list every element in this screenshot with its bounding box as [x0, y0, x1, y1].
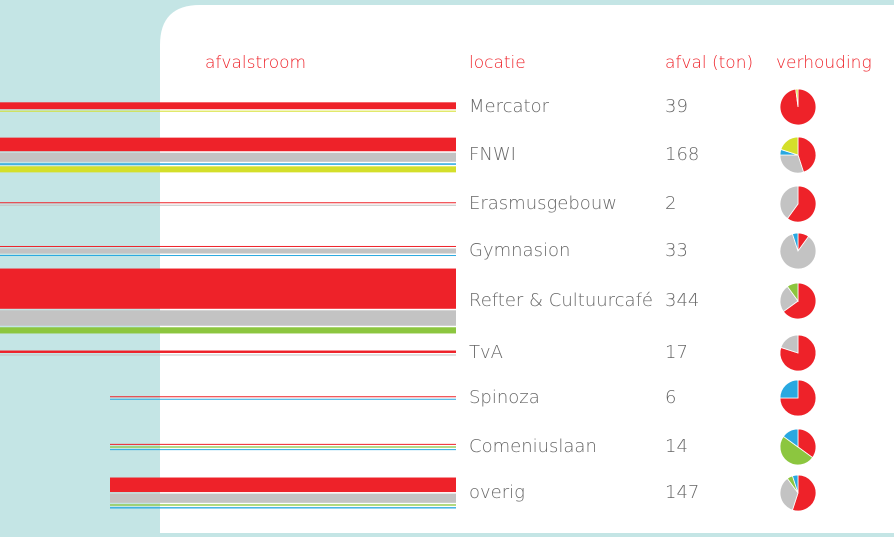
tons: 14 [665, 436, 688, 457]
location: Refter & Cultuurcafé [469, 290, 653, 311]
pie-slice [791, 474, 799, 494]
pie-slice [779, 185, 799, 220]
tons: 168 [665, 144, 699, 165]
pie-slice [779, 435, 814, 466]
tons: 17 [665, 342, 688, 363]
pie-slice [791, 232, 799, 252]
column-header: locatie [469, 53, 526, 73]
flow-line [0, 245, 456, 247]
location: TvA [469, 342, 503, 363]
location: Gymnasion [469, 240, 570, 261]
flow-line [0, 354, 456, 356]
pie-slice [779, 477, 799, 511]
tons: 33 [665, 240, 688, 261]
location: overig [469, 482, 525, 503]
pie-slice [780, 136, 799, 156]
flow-line [110, 443, 456, 445]
flow-line [0, 163, 456, 165]
pie-slice [779, 379, 799, 399]
flow-line [0, 137, 456, 152]
pie-slice [795, 88, 799, 108]
location: Erasmusgebouw [469, 193, 617, 214]
flow-line [0, 166, 456, 173]
flow-line [0, 350, 456, 353]
pie-slice [786, 185, 817, 223]
pie-slice [779, 233, 817, 270]
flow-line [0, 248, 456, 254]
location: Mercator [469, 96, 550, 117]
flow-line [0, 310, 456, 326]
pie-slice [797, 136, 817, 173]
flow-line [110, 507, 456, 509]
flow-line [0, 152, 456, 162]
flow-line [110, 493, 456, 503]
pie-slice [782, 428, 799, 448]
pie-slice [786, 282, 799, 303]
pie-slice [797, 428, 817, 459]
flow-line [0, 102, 456, 110]
flow-line [110, 398, 456, 400]
flow-line [110, 446, 456, 448]
tons: 39 [665, 96, 688, 117]
flow-line [0, 110, 456, 112]
column-header: verhouding [776, 53, 872, 73]
panel [160, 5, 894, 533]
flow-line [110, 449, 456, 451]
flow-line [110, 396, 456, 398]
column-header: afvalstroom [205, 53, 306, 73]
tons: 344 [665, 290, 699, 311]
tons: 2 [665, 193, 676, 214]
location: Spinoza [469, 387, 540, 408]
location: FNWI [469, 144, 516, 165]
location: Comeniuslaan [469, 436, 597, 457]
pie-slice [780, 334, 799, 354]
flow-line [0, 202, 456, 204]
flow-line [0, 255, 456, 257]
column-header: afval (ton) [665, 53, 753, 73]
flow-line [110, 477, 456, 493]
tons: 6 [665, 387, 676, 408]
flow-line [110, 504, 456, 506]
flow-line [0, 268, 456, 309]
tons: 147 [665, 482, 699, 503]
flow-line [0, 204, 456, 206]
flow-line [0, 327, 456, 334]
pie-slice [779, 154, 805, 174]
pie-slice [782, 282, 817, 320]
